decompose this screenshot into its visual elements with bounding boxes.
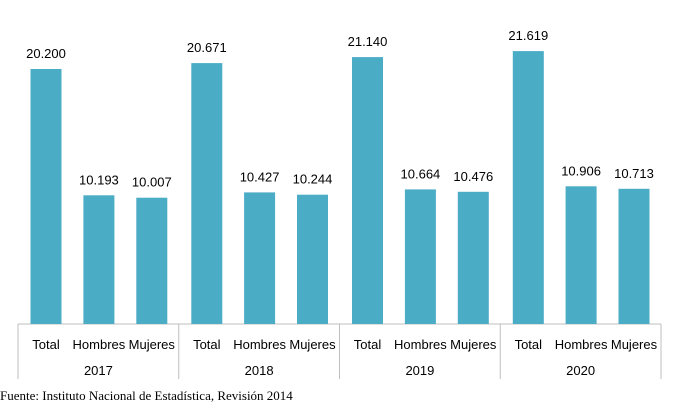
data-label: 21.140 (348, 34, 388, 49)
data-label: 10.664 (401, 166, 441, 181)
bar-2018-mujeres (297, 194, 328, 324)
data-label: 10.007 (132, 175, 172, 190)
category-label: Hombres (555, 337, 608, 352)
bar-2019-total (352, 57, 383, 324)
bar-2017-mujeres (136, 197, 168, 324)
data-label: 20.671 (187, 40, 227, 55)
group-label: 2020 (566, 363, 595, 378)
bar-2020-total (512, 51, 544, 324)
bar-2020-mujeres (618, 188, 650, 324)
category-label: Total (354, 337, 382, 352)
source-note: Fuente: Instituto Nacional de Estadístic… (0, 388, 293, 403)
group-label: 2019 (405, 363, 434, 378)
data-label: 10.713 (614, 166, 654, 181)
data-label: 10.427 (240, 169, 280, 184)
category-label: Mujeres (450, 337, 497, 352)
bar-2017-hombres (83, 195, 115, 324)
category-label: Hombres (394, 337, 447, 352)
data-label: 20.200 (26, 46, 66, 61)
category-label: Mujeres (611, 337, 658, 352)
data-label: 10.193 (79, 172, 119, 187)
category-label: Hombres (233, 337, 286, 352)
bar-2018-total (191, 63, 223, 324)
category-label: Total (193, 337, 221, 352)
group-label: 2017 (84, 363, 113, 378)
bar-2019-mujeres (457, 191, 489, 324)
group-label: 2018 (245, 363, 274, 378)
category-label: Mujeres (289, 337, 336, 352)
data-label: 10.244 (293, 172, 333, 187)
bar-2018-hombres (244, 192, 276, 324)
bar-2019-hombres (404, 189, 436, 324)
bar-chart: 20.200 Total 10.193 Hombres 10.007 Mujeres 201… (17, 28, 662, 379)
bar-2020-hombres (565, 186, 597, 324)
data-label: 21.619 (508, 28, 548, 43)
category-label: Total (32, 337, 60, 352)
bar-2017-total (30, 69, 62, 324)
category-label: Mujeres (129, 337, 176, 352)
category-label: Total (515, 337, 543, 352)
category-label: Hombres (73, 337, 126, 352)
data-label: 10.476 (453, 169, 493, 184)
data-label: 10.906 (561, 163, 601, 178)
